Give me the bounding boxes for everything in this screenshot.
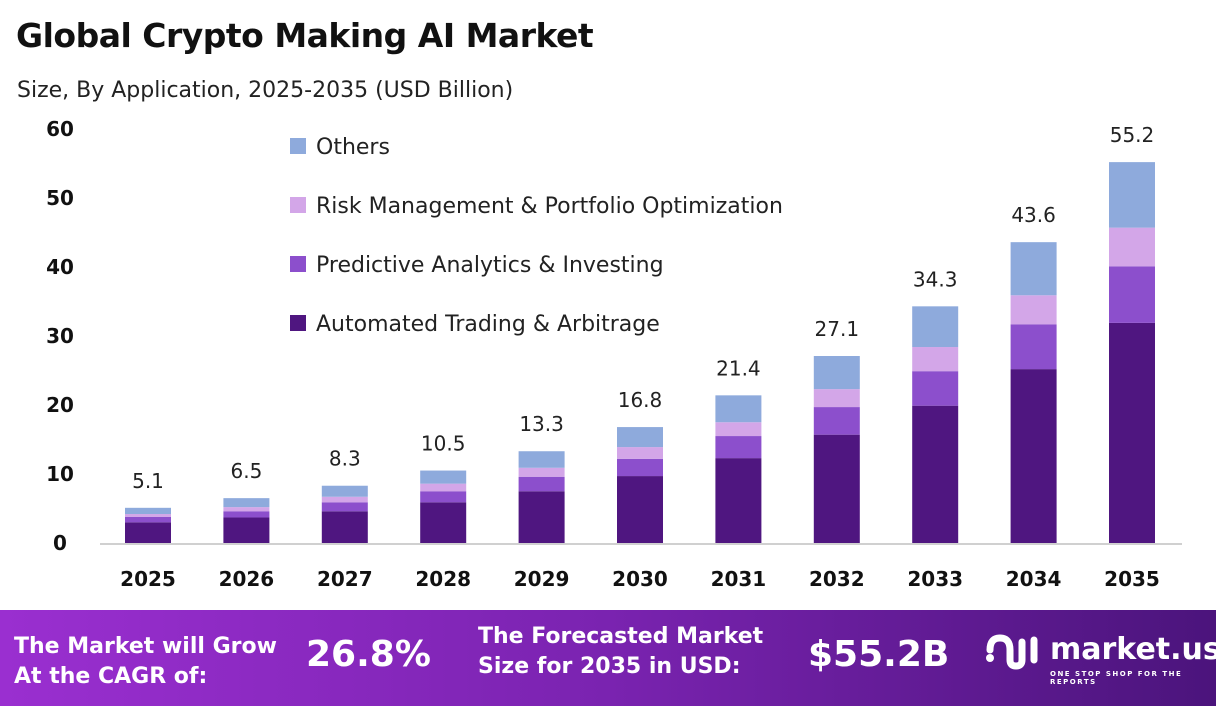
- bar-segment: [912, 405, 959, 543]
- bar-segment: [715, 436, 762, 459]
- forecast-label-line2: Size for 2035 in USD:: [478, 654, 741, 679]
- bar-segment: [420, 491, 467, 503]
- y-tick-label: 10: [46, 462, 74, 486]
- bar-segment: [912, 306, 959, 348]
- legend-label: Automated Trading & Arbitrage: [316, 312, 660, 337]
- bar-segment: [223, 511, 270, 518]
- bar-segment: [617, 447, 663, 459]
- bar-segment: [420, 502, 467, 543]
- x-tick-label: 2035: [1104, 567, 1160, 591]
- x-tick-label: 2028: [415, 567, 471, 591]
- y-tick-label: 20: [46, 393, 74, 417]
- bar-segment: [1010, 242, 1057, 296]
- total-data-label: 13.3: [519, 412, 564, 436]
- forecast-value: $55.2B: [808, 634, 950, 675]
- total-data-label: 27.1: [815, 317, 860, 341]
- total-data-label: 16.8: [618, 388, 663, 412]
- x-tick-label: 2029: [514, 567, 570, 591]
- legend-swatch: [290, 197, 306, 213]
- bar-segment: [813, 356, 860, 390]
- total-data-label: 10.5: [421, 432, 466, 456]
- total-data-label: 6.5: [230, 459, 262, 483]
- y-tick-label: 50: [46, 186, 74, 210]
- x-tick-label: 2030: [612, 567, 668, 591]
- bar-segment: [813, 389, 860, 408]
- bar-segment: [223, 498, 270, 508]
- cagr-value: 26.8%: [306, 634, 431, 675]
- bar-segment: [125, 516, 171, 523]
- bar-segment: [518, 491, 565, 543]
- bar-segment: [518, 467, 565, 477]
- cagr-label-line2: At the CAGR of:: [14, 664, 208, 689]
- bar-segment: [1109, 162, 1155, 228]
- legend-label: Predictive Analytics & Investing: [316, 253, 664, 278]
- total-data-label: 43.6: [1011, 203, 1056, 227]
- bar-segment: [1010, 295, 1057, 325]
- bar-segment: [420, 483, 467, 492]
- bar-segment: [715, 395, 762, 423]
- bar-segment: [125, 507, 171, 515]
- market-us-logo-icon: [986, 634, 1038, 670]
- stacked-bar-chart: 01020304050605.120256.520268.3202710.520…: [46, 117, 1182, 591]
- bar-segment: [223, 517, 270, 543]
- bar-segment: [617, 427, 663, 448]
- forecast-label: The Forecasted Market Size for 2035 in U…: [478, 622, 763, 682]
- cagr-label-line1: The Market will Grow: [14, 634, 277, 659]
- bar-segment: [715, 422, 762, 437]
- bar-segment: [1109, 322, 1155, 543]
- bar-segment: [420, 470, 467, 484]
- bar-segment: [813, 434, 860, 543]
- chart-subtitle: Size, By Application, 2025-2035 (USD Bil…: [17, 78, 514, 103]
- bar-segment: [617, 458, 663, 477]
- x-tick-label: 2033: [907, 567, 963, 591]
- y-tick-label: 30: [46, 324, 74, 348]
- legend-label: Risk Management & Portfolio Optimization: [316, 194, 783, 219]
- y-tick-label: 40: [46, 255, 74, 279]
- bar-segment: [1109, 227, 1155, 267]
- bar-segment: [813, 407, 860, 435]
- legend-swatch: [290, 138, 306, 154]
- footer-banner: The Market will Grow At the CAGR of: 26.…: [0, 610, 1216, 706]
- bar-segment: [912, 371, 959, 406]
- legend-swatch: [290, 256, 306, 272]
- x-tick-label: 2027: [317, 567, 373, 591]
- bar-segment: [715, 458, 762, 543]
- total-data-label: 8.3: [329, 447, 361, 471]
- total-data-label: 34.3: [913, 267, 958, 291]
- bar-segment: [1109, 266, 1155, 323]
- x-tick-label: 2032: [809, 567, 865, 591]
- bar-segment: [223, 507, 270, 512]
- logo-tagline: ONE STOP SHOP FOR THE REPORTS: [1050, 670, 1183, 686]
- legend-swatch: [290, 315, 306, 331]
- x-tick-label: 2026: [219, 567, 275, 591]
- logo-name: market.us: [1050, 632, 1216, 667]
- y-tick-label: 0: [53, 531, 67, 555]
- bar-segment: [321, 502, 368, 512]
- bar-segment: [617, 476, 663, 543]
- bar-segment: [1010, 324, 1057, 370]
- forecast-label-line1: The Forecasted Market: [478, 624, 764, 649]
- bar-segment: [125, 522, 171, 543]
- legend-label: Others: [316, 135, 390, 160]
- bar-segment: [321, 485, 368, 497]
- x-tick-label: 2025: [120, 567, 176, 591]
- bar-segment: [321, 496, 368, 503]
- y-tick-label: 60: [46, 117, 74, 141]
- cagr-label: The Market will Grow At the CAGR of:: [14, 632, 277, 692]
- total-data-label: 55.2: [1110, 123, 1155, 147]
- bar-segment: [321, 511, 368, 543]
- x-tick-label: 2031: [711, 567, 767, 591]
- bar-segment: [125, 514, 171, 517]
- total-data-label: 5.1: [132, 469, 164, 493]
- bar-segment: [912, 347, 959, 372]
- bar-segment: [518, 451, 565, 468]
- bar-segment: [518, 476, 565, 492]
- x-tick-label: 2034: [1006, 567, 1062, 591]
- chart-title: Global Crypto Making AI Market: [16, 16, 594, 55]
- total-data-label: 21.4: [716, 356, 761, 380]
- bar-segment: [1010, 369, 1057, 543]
